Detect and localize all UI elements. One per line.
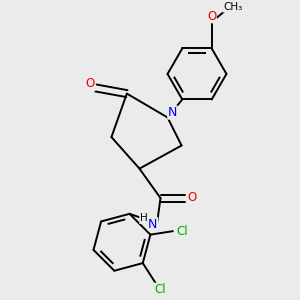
Text: N: N	[168, 106, 177, 119]
Text: Cl: Cl	[176, 225, 188, 238]
Text: O: O	[207, 10, 216, 23]
Text: O: O	[188, 191, 197, 204]
Text: H: H	[140, 213, 148, 224]
Text: O: O	[86, 77, 95, 90]
Text: Cl: Cl	[154, 283, 166, 296]
Text: CH₃: CH₃	[223, 2, 242, 12]
Text: N: N	[148, 218, 158, 231]
